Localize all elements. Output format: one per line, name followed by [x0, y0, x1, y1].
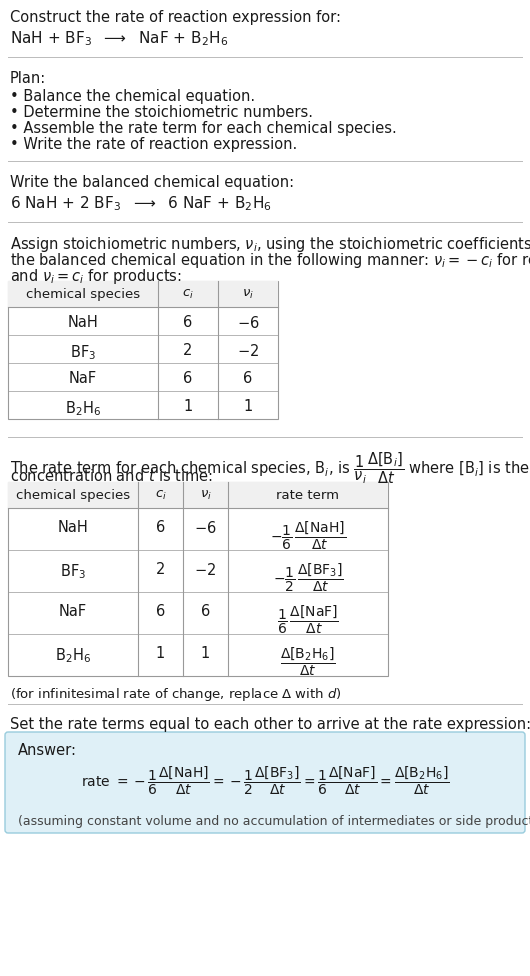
Text: NaF: NaF — [59, 604, 87, 619]
Text: Construct the rate of reaction expression for:: Construct the rate of reaction expressio… — [10, 10, 341, 25]
Text: • Balance the chemical equation.: • Balance the chemical equation. — [10, 89, 255, 104]
Text: 1: 1 — [243, 399, 253, 414]
Text: $\dfrac{1}{6}\,\dfrac{\Delta[\mathrm{NaF}]}{\Delta t}$: $\dfrac{1}{6}\,\dfrac{\Delta[\mathrm{NaF… — [277, 604, 339, 636]
Text: $-\dfrac{1}{2}\,\dfrac{\Delta[\mathrm{BF_3}]}{\Delta t}$: $-\dfrac{1}{2}\,\dfrac{\Delta[\mathrm{BF… — [272, 562, 343, 594]
Text: BF$_3$: BF$_3$ — [70, 343, 96, 362]
Text: 6: 6 — [156, 520, 165, 535]
FancyBboxPatch shape — [5, 732, 525, 833]
Text: 6: 6 — [183, 315, 192, 330]
Text: • Write the rate of reaction expression.: • Write the rate of reaction expression. — [10, 137, 297, 152]
Text: NaF: NaF — [69, 371, 97, 386]
Text: $-6$: $-6$ — [194, 520, 217, 536]
Text: 6: 6 — [243, 371, 253, 386]
Bar — [8, 482, 388, 508]
Text: • Assemble the rate term for each chemical species.: • Assemble the rate term for each chemic… — [10, 121, 397, 136]
Text: 6: 6 — [156, 604, 165, 619]
Text: Answer:: Answer: — [18, 743, 77, 758]
Text: 2: 2 — [156, 562, 165, 577]
Text: 6: 6 — [201, 604, 210, 619]
Bar — [8, 281, 278, 307]
Bar — [8, 281, 278, 419]
Text: Assign stoichiometric numbers, $\nu_i$, using the stoichiometric coefficients, $: Assign stoichiometric numbers, $\nu_i$, … — [10, 235, 530, 254]
Text: $c_i$: $c_i$ — [182, 288, 194, 302]
Text: chemical species: chemical species — [16, 489, 130, 502]
Text: (assuming constant volume and no accumulation of intermediates or side products): (assuming constant volume and no accumul… — [18, 815, 530, 828]
Text: and $\nu_i = c_i$ for products:: and $\nu_i = c_i$ for products: — [10, 267, 182, 286]
Text: (for infinitesimal rate of change, replace $\Delta$ with $d$): (for infinitesimal rate of change, repla… — [10, 686, 342, 703]
Text: BF$_3$: BF$_3$ — [60, 562, 86, 581]
Text: Plan:: Plan: — [10, 71, 46, 86]
Text: NaH: NaH — [68, 315, 99, 330]
Text: 1: 1 — [183, 399, 192, 414]
Text: Write the balanced chemical equation:: Write the balanced chemical equation: — [10, 175, 294, 190]
Text: 2: 2 — [183, 343, 193, 358]
Text: Set the rate terms equal to each other to arrive at the rate expression:: Set the rate terms equal to each other t… — [10, 717, 530, 732]
Text: the balanced chemical equation in the following manner: $\nu_i = -c_i$ for react: the balanced chemical equation in the fo… — [10, 251, 530, 270]
Text: chemical species: chemical species — [26, 288, 140, 301]
Text: $c_i$: $c_i$ — [155, 489, 166, 502]
Text: $-2$: $-2$ — [195, 562, 217, 578]
Text: $-\dfrac{1}{6}\,\dfrac{\Delta[\mathrm{NaH}]}{\Delta t}$: $-\dfrac{1}{6}\,\dfrac{\Delta[\mathrm{Na… — [270, 520, 346, 552]
Text: rate term: rate term — [277, 489, 340, 502]
Text: $\nu_i$: $\nu_i$ — [199, 489, 211, 502]
Text: The rate term for each chemical species, B$_i$, is $\dfrac{1}{\nu_i}\dfrac{\Delt: The rate term for each chemical species,… — [10, 450, 530, 485]
Text: $\dfrac{\Delta[\mathrm{B_2H_6}]}{\Delta t}$: $\dfrac{\Delta[\mathrm{B_2H_6}]}{\Delta … — [280, 646, 336, 678]
Text: 6 NaH + 2 BF$_3$  $\longrightarrow$  6 NaF + B$_2$H$_6$: 6 NaH + 2 BF$_3$ $\longrightarrow$ 6 NaF… — [10, 194, 272, 213]
Text: rate $= -\dfrac{1}{6}\dfrac{\Delta[\mathrm{NaH}]}{\Delta t} = -\dfrac{1}{2}\dfra: rate $= -\dfrac{1}{6}\dfrac{\Delta[\math… — [81, 765, 449, 797]
Text: B$_2$H$_6$: B$_2$H$_6$ — [55, 646, 91, 665]
Text: • Determine the stoichiometric numbers.: • Determine the stoichiometric numbers. — [10, 105, 313, 120]
Bar — [8, 482, 388, 676]
Text: 6: 6 — [183, 371, 192, 386]
Text: NaH + BF$_3$  $\longrightarrow$  NaF + B$_2$H$_6$: NaH + BF$_3$ $\longrightarrow$ NaF + B$_… — [10, 29, 228, 48]
Text: NaH: NaH — [58, 520, 89, 535]
Text: B$_2$H$_6$: B$_2$H$_6$ — [65, 399, 101, 418]
Text: 1: 1 — [156, 646, 165, 661]
Text: 1: 1 — [201, 646, 210, 661]
Text: $-2$: $-2$ — [237, 343, 259, 359]
Text: $-6$: $-6$ — [237, 315, 259, 331]
Text: $\nu_i$: $\nu_i$ — [242, 288, 254, 302]
Text: concentration and $t$ is time:: concentration and $t$ is time: — [10, 468, 213, 484]
